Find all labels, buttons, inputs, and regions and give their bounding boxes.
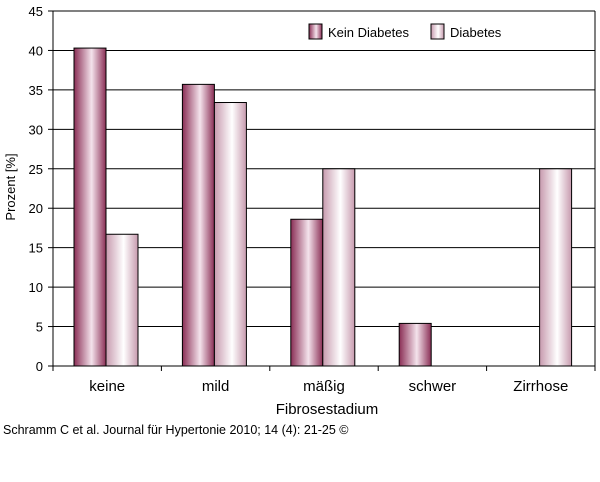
x-tick-label: schwer — [409, 378, 457, 395]
y-tick-label: 5 — [36, 320, 43, 335]
y-tick-label: 15 — [29, 241, 43, 256]
y-tick-label: 10 — [29, 280, 43, 295]
bar-diabetes — [539, 168, 573, 367]
y-axis-label: Prozent [%] — [3, 153, 18, 220]
y-tick-label: 40 — [29, 43, 43, 58]
bar-kein-diabetes — [73, 47, 107, 367]
x-tick-label: keine — [89, 378, 125, 395]
y-tick-label: 25 — [29, 162, 43, 177]
y-tick-label: 20 — [29, 201, 43, 216]
bar-kein-diabetes — [181, 83, 215, 367]
legend-label: Kein Diabetes — [328, 25, 409, 40]
bar-diabetes — [322, 168, 356, 367]
legend-label: Diabetes — [450, 25, 502, 40]
x-tick-label: mäßig — [303, 378, 345, 395]
axes: 0 5 10 15 20 25 30 35 40 45 keine mild mäßig schwer Zi… — [29, 4, 596, 395]
bar-diabetes — [105, 233, 139, 367]
x-tick-label: Zirrhose — [513, 378, 568, 395]
y-tick-label: 30 — [29, 122, 43, 137]
y-tick-label: 0 — [36, 359, 43, 374]
x-axis-label: Fibrosestadium — [276, 401, 379, 418]
bar-kein-diabetes — [290, 218, 324, 367]
legend: Kein Diabetes Diabetes — [308, 23, 502, 40]
bar-chart: 0 5 10 15 20 25 30 35 40 45 keine mild mäßig schwer Zi… — [3, 4, 596, 418]
y-tick-label: 35 — [29, 83, 43, 98]
bar-diabetes — [213, 102, 247, 367]
bars — [73, 47, 573, 367]
bar-kein-diabetes — [398, 322, 432, 367]
legend-swatch — [430, 23, 445, 40]
x-tick-label: mild — [202, 378, 230, 395]
y-tick-label: 45 — [29, 4, 43, 19]
citation-text: Schramm C et al. Journal für Hypertonie … — [3, 423, 349, 437]
legend-swatch — [308, 23, 323, 40]
